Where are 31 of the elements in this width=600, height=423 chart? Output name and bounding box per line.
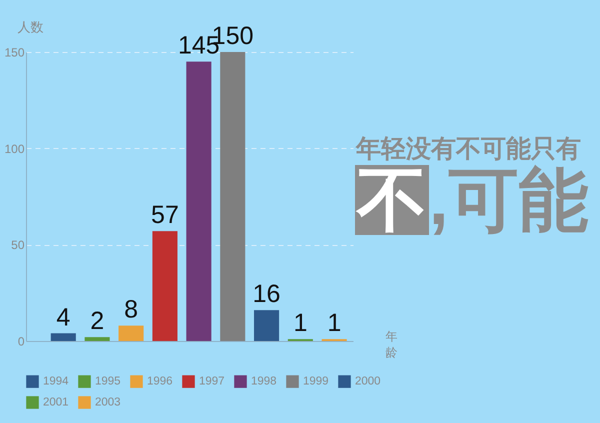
legend-label: 2001 [43,396,69,408]
legend-label: 2003 [95,396,121,408]
bar [84,337,110,341]
legend-label: 1999 [303,376,329,388]
legend-label: 1995 [95,376,121,388]
bar [118,326,144,341]
y-axis-title: 人数 [18,20,44,34]
data-label: 16 [252,280,280,308]
legend-label: 1996 [147,376,173,388]
bar [152,231,178,341]
legend-label: 1997 [199,376,225,388]
legend-label: 1998 [251,376,277,388]
data-label: 2 [90,307,104,336]
y-tick-label: 0 [18,334,25,348]
data-label: 1 [327,309,342,338]
legend-label: 2000 [355,376,381,388]
data-label: 4 [56,303,70,332]
legend-label: 1994 [43,376,70,388]
data-label: 1 [293,309,308,338]
text: 不,可能 [355,161,588,239]
y-tick-label: 150 [4,46,25,60]
y-tick-label: 100 [4,142,25,156]
x-axis-title: 年龄 [386,330,398,360]
bar [50,333,76,341]
bar [220,52,246,341]
bar [254,310,280,341]
bar [186,62,212,341]
y-tick-label: 50 [11,238,25,252]
data-label: 8 [124,296,138,324]
data-label: 57 [151,201,179,230]
text: 年轻没有不可能只有 [356,135,581,163]
